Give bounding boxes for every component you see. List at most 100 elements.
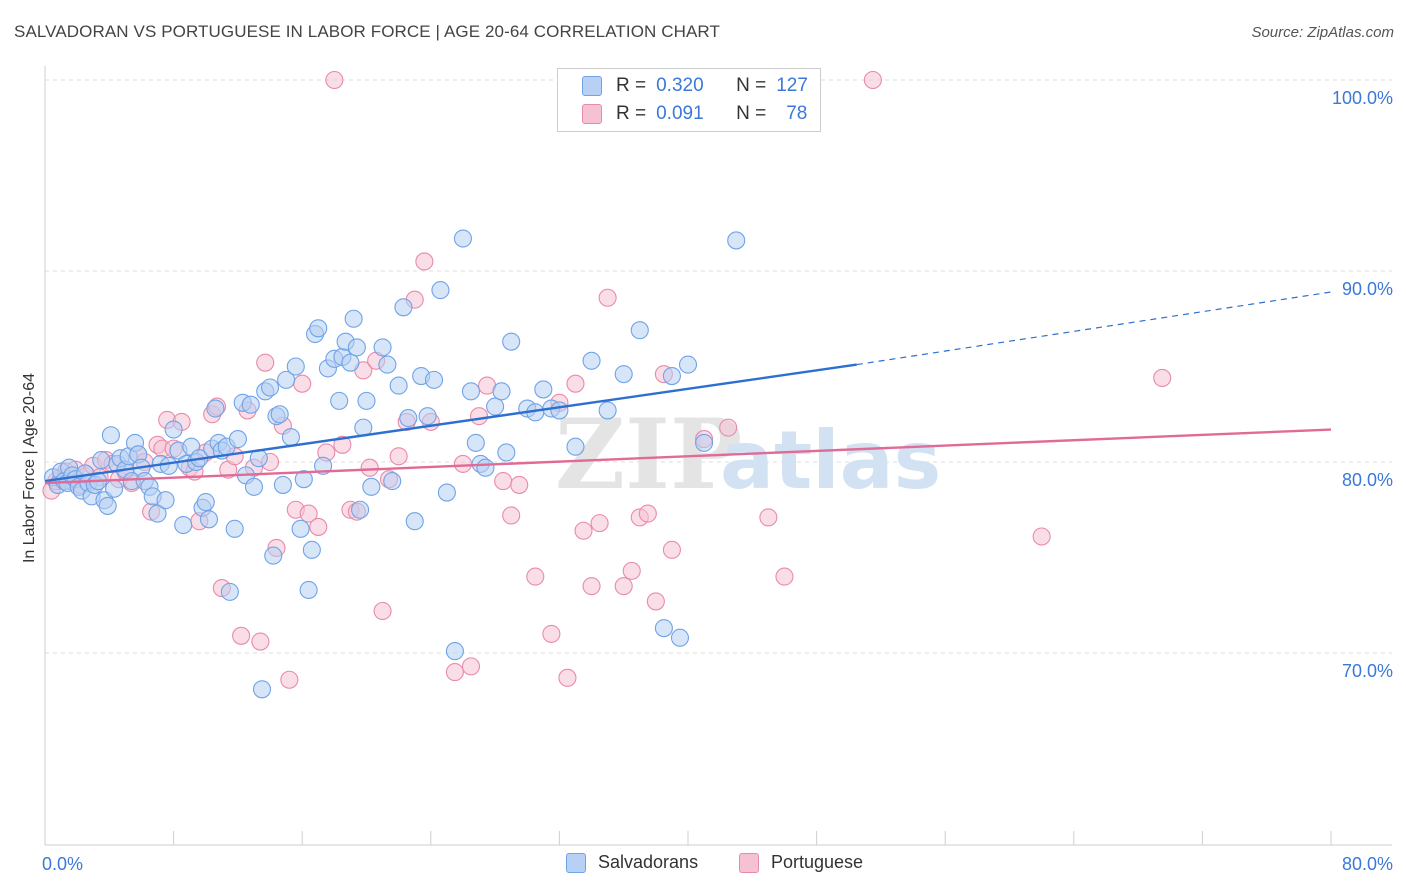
legend-r-value: 0.091 xyxy=(656,103,704,124)
portuguese-point xyxy=(590,514,609,533)
salvadoran-point xyxy=(534,380,553,399)
portuguese-point xyxy=(256,353,275,372)
salvadoran-point xyxy=(92,451,111,470)
salvadoran-trend-line xyxy=(44,363,857,483)
legend-r-label: R = xyxy=(616,103,647,124)
portuguese-point xyxy=(280,670,299,689)
salvadoran-point xyxy=(344,309,363,328)
axes xyxy=(44,66,1392,846)
legend-row-portuguese: R = 0.091 N = 78 xyxy=(582,102,807,126)
salvadoran-point xyxy=(351,500,370,519)
salvadoran-point xyxy=(418,407,437,426)
portuguese-point xyxy=(719,418,738,437)
gridlines xyxy=(45,79,1392,654)
legend-label-portuguese: Portuguese xyxy=(771,852,864,872)
portuguese-point xyxy=(232,626,251,645)
portuguese-point xyxy=(373,601,392,621)
portuguese-point xyxy=(775,567,794,586)
portuguese-point xyxy=(759,508,778,527)
legend-r-label: R = xyxy=(616,75,647,96)
portuguese-point xyxy=(614,577,633,596)
x-tick-label: 80.0% xyxy=(1342,854,1393,874)
portuguese-point xyxy=(325,70,344,90)
salvadoran-point xyxy=(225,519,244,538)
salvadoran-point xyxy=(220,582,239,601)
portuguese-point xyxy=(333,435,352,454)
portuguese-point xyxy=(293,374,312,393)
salvadoran-point xyxy=(196,493,215,512)
portuguese-point xyxy=(582,577,601,596)
portuguese-point xyxy=(389,447,408,466)
salvadoran-point xyxy=(492,382,511,401)
portuguese-point xyxy=(566,374,585,393)
salvadoran-point xyxy=(241,395,260,414)
salvadoran-point xyxy=(341,353,360,372)
salvadoran-point xyxy=(399,409,418,428)
portuguese-point xyxy=(510,475,529,494)
trend-lines xyxy=(44,291,1332,485)
salvadoran-point xyxy=(678,355,698,374)
portuguese-point xyxy=(542,624,561,643)
salvadoran-point xyxy=(566,437,585,456)
salvadoran-trend-extension xyxy=(856,291,1332,366)
salvadoran-point xyxy=(252,680,272,699)
source-label: Source: ZipAtlas.com xyxy=(1251,24,1394,41)
salvadoran-point xyxy=(670,628,690,647)
salvadoran-point xyxy=(362,477,381,496)
salvadoran-point xyxy=(164,420,183,439)
stats-legend: R = 0.320 N = 127 R = 0.091 N = 78 xyxy=(557,68,821,132)
portuguese-point xyxy=(494,472,513,491)
salvadoran-point xyxy=(156,491,175,510)
salvadoran-point xyxy=(347,338,366,357)
legend-swatch-blue xyxy=(582,76,602,96)
legend-n-value: 78 xyxy=(786,103,808,124)
salvadoran-point xyxy=(330,391,349,410)
salvadoran-point xyxy=(270,405,289,424)
salvadoran-point xyxy=(244,477,264,496)
portuguese-point xyxy=(445,663,464,682)
legend-n-label: N = xyxy=(736,103,767,124)
salvadoran-point xyxy=(299,580,318,600)
salvadoran-point xyxy=(598,401,617,420)
portuguese-point xyxy=(598,288,617,307)
salvadoran-point xyxy=(497,443,516,462)
portuguese-point xyxy=(309,517,328,536)
salvadoran-point xyxy=(309,319,328,338)
salvadoran-point xyxy=(378,355,397,374)
portuguese-point xyxy=(1153,368,1172,388)
portuguese-point xyxy=(646,592,665,611)
portuguese-point xyxy=(574,521,593,540)
legend-row-salvadorans: R = 0.320 N = 127 xyxy=(582,74,808,98)
salvadoran-point xyxy=(302,540,321,559)
salvadoran-point xyxy=(174,515,193,535)
salvadoran-point xyxy=(389,376,408,395)
portuguese-point xyxy=(461,657,481,676)
salvadoran-point xyxy=(695,433,714,452)
y-tick-label: 100.0% xyxy=(1332,88,1393,108)
chart-title: SALVADORAN VS PORTUGUESE IN LABOR FORCE … xyxy=(14,22,720,41)
portuguese-trend-line xyxy=(44,428,1332,485)
portuguese-point xyxy=(1032,527,1051,546)
salvadoran-point xyxy=(277,370,296,389)
salvadoran-point xyxy=(286,357,305,376)
salvadoran-point xyxy=(405,512,424,531)
salvadoran-point xyxy=(466,433,485,452)
legend-item-portuguese[interactable]: Portuguese xyxy=(739,852,863,873)
salvadoran-point xyxy=(357,391,376,410)
salvadoran-point xyxy=(582,351,601,370)
legend-r-value: 0.320 xyxy=(656,75,704,96)
salvadoran-point xyxy=(373,338,392,357)
salvadoran-point xyxy=(273,475,292,494)
salvadoran-point xyxy=(486,397,505,416)
salvadoran-point xyxy=(424,370,444,389)
legend-item-salvadorans[interactable]: Salvadorans xyxy=(566,852,698,873)
series-legend: Salvadorans Portuguese xyxy=(0,852,1406,876)
salvadoran-point xyxy=(461,382,481,401)
salvadoran-point xyxy=(630,321,649,340)
salvadoran-point xyxy=(264,546,283,565)
salvadoran-point xyxy=(727,231,746,250)
salvadoran-point xyxy=(101,426,120,445)
salvadoran-point xyxy=(206,399,225,418)
portuguese-point xyxy=(502,506,521,525)
